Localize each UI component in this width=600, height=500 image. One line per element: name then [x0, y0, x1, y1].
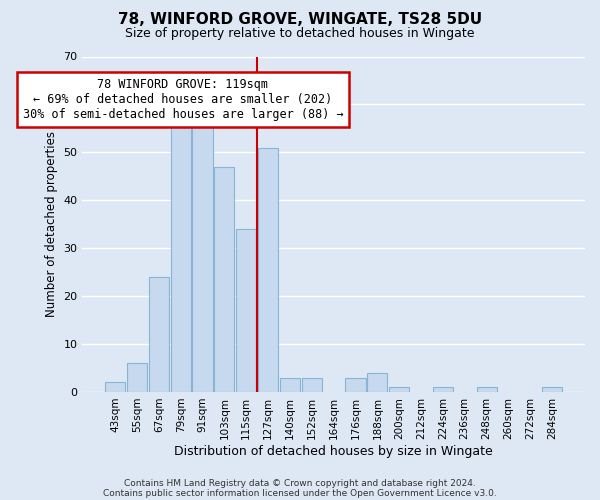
Bar [476, 387, 497, 392]
Bar [280, 378, 300, 392]
Bar [346, 378, 365, 392]
Bar [193, 119, 212, 392]
Y-axis label: Number of detached properties: Number of detached properties [44, 131, 58, 317]
Bar [214, 166, 235, 392]
Bar [367, 373, 388, 392]
Bar [433, 387, 453, 392]
Text: 78, WINFORD GROVE, WINGATE, TS28 5DU: 78, WINFORD GROVE, WINGATE, TS28 5DU [118, 12, 482, 28]
Text: 78 WINFORD GROVE: 119sqm
← 69% of detached houses are smaller (202)
30% of semi-: 78 WINFORD GROVE: 119sqm ← 69% of detach… [23, 78, 343, 121]
Bar [389, 387, 409, 392]
Bar [236, 229, 256, 392]
Text: Contains public sector information licensed under the Open Government Licence v3: Contains public sector information licen… [103, 488, 497, 498]
Text: Size of property relative to detached houses in Wingate: Size of property relative to detached ho… [125, 28, 475, 40]
Bar [302, 378, 322, 392]
Bar [170, 124, 191, 392]
X-axis label: Distribution of detached houses by size in Wingate: Distribution of detached houses by size … [174, 444, 493, 458]
Bar [258, 148, 278, 392]
Text: Contains HM Land Registry data © Crown copyright and database right 2024.: Contains HM Land Registry data © Crown c… [124, 478, 476, 488]
Bar [542, 387, 562, 392]
Bar [149, 277, 169, 392]
Bar [105, 382, 125, 392]
Bar [127, 363, 147, 392]
